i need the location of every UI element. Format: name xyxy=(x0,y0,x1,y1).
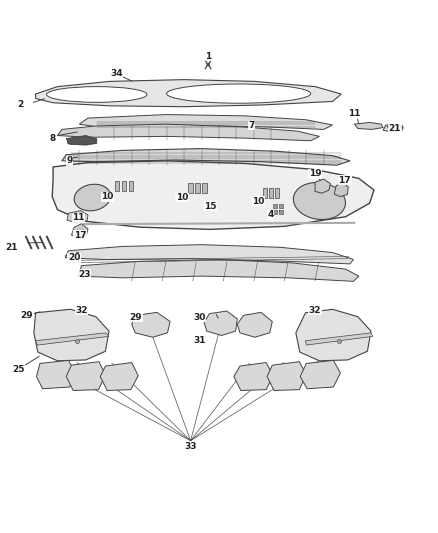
Polygon shape xyxy=(57,124,319,141)
Polygon shape xyxy=(383,125,403,132)
Ellipse shape xyxy=(166,84,311,103)
Bar xyxy=(275,188,279,198)
Text: 17: 17 xyxy=(339,175,351,184)
Text: 29: 29 xyxy=(130,313,142,321)
Bar xyxy=(195,183,200,193)
Bar xyxy=(122,181,127,191)
Polygon shape xyxy=(334,182,348,197)
Text: 21: 21 xyxy=(389,125,401,133)
Polygon shape xyxy=(296,309,371,361)
Polygon shape xyxy=(100,362,138,391)
Polygon shape xyxy=(62,149,350,165)
Text: 32: 32 xyxy=(75,305,88,314)
Text: 32: 32 xyxy=(309,305,321,314)
Text: 25: 25 xyxy=(12,365,25,374)
Polygon shape xyxy=(67,211,88,223)
Bar xyxy=(269,188,273,198)
Text: 1: 1 xyxy=(205,52,211,61)
Polygon shape xyxy=(204,311,237,335)
Polygon shape xyxy=(132,312,170,337)
Text: 9: 9 xyxy=(67,156,73,165)
Text: 11: 11 xyxy=(348,109,360,118)
Text: 10: 10 xyxy=(252,197,265,206)
Polygon shape xyxy=(52,161,374,229)
Text: 4: 4 xyxy=(267,211,274,220)
Bar xyxy=(202,183,207,193)
Polygon shape xyxy=(79,115,332,130)
Polygon shape xyxy=(66,135,97,145)
Polygon shape xyxy=(34,309,109,361)
Ellipse shape xyxy=(74,184,110,211)
Polygon shape xyxy=(36,360,76,389)
Polygon shape xyxy=(237,312,272,337)
Text: 17: 17 xyxy=(74,231,86,239)
Ellipse shape xyxy=(293,182,346,220)
Polygon shape xyxy=(66,362,106,391)
Bar xyxy=(263,188,267,198)
Polygon shape xyxy=(35,333,109,345)
Text: 7: 7 xyxy=(248,121,255,130)
Polygon shape xyxy=(267,362,306,391)
Text: 31: 31 xyxy=(193,336,205,345)
Text: 19: 19 xyxy=(309,169,321,179)
Text: 30: 30 xyxy=(193,313,205,321)
Text: 15: 15 xyxy=(204,202,216,211)
Text: 21: 21 xyxy=(5,243,18,252)
Text: 20: 20 xyxy=(68,253,80,262)
Text: 8: 8 xyxy=(49,134,55,143)
Text: 33: 33 xyxy=(184,442,197,451)
Polygon shape xyxy=(78,260,359,281)
Bar xyxy=(188,183,193,193)
Text: 2: 2 xyxy=(17,100,24,109)
Bar xyxy=(115,181,120,191)
Polygon shape xyxy=(234,362,273,391)
Polygon shape xyxy=(305,333,373,345)
Polygon shape xyxy=(300,360,340,389)
Bar xyxy=(129,181,134,191)
Ellipse shape xyxy=(46,87,147,102)
Text: 23: 23 xyxy=(78,270,91,279)
Polygon shape xyxy=(71,224,88,239)
Text: 29: 29 xyxy=(21,311,33,320)
Polygon shape xyxy=(65,245,353,264)
Text: 34: 34 xyxy=(110,69,123,78)
Polygon shape xyxy=(35,79,341,107)
Text: 11: 11 xyxy=(72,213,85,222)
Text: 10: 10 xyxy=(176,193,188,202)
Polygon shape xyxy=(354,123,383,130)
Polygon shape xyxy=(67,136,96,144)
Text: 10: 10 xyxy=(102,192,114,201)
Polygon shape xyxy=(315,179,330,193)
